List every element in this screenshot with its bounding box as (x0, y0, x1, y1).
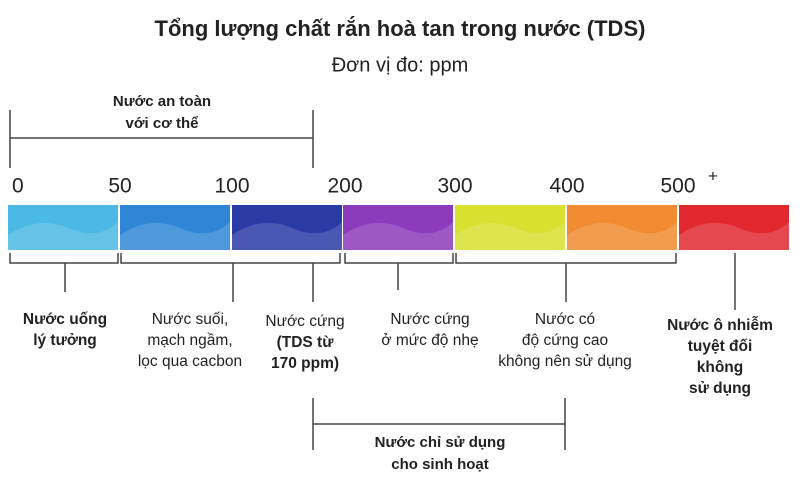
segment-fill (232, 205, 342, 250)
scale-label: 400 (549, 175, 584, 198)
segment-fill (343, 205, 453, 250)
color-segment (343, 205, 453, 250)
segment-wave (567, 222, 677, 250)
segment-wave (679, 222, 789, 250)
safe-label: với cơ thể (125, 115, 198, 132)
segment-fill (679, 205, 789, 250)
color-segment (8, 205, 118, 250)
group-label: Nước uống (23, 311, 107, 328)
scale-label: 100 (214, 175, 249, 198)
group-label: Nước ô nhiễm (667, 317, 773, 334)
segment-fill (567, 205, 677, 250)
group-label: độ cứng cao (522, 332, 608, 349)
group-label: sử dụng (689, 380, 751, 397)
subtitle: Đơn vị đo: ppm (332, 54, 469, 76)
group-label: không (697, 359, 744, 376)
group-label: Nước suối, (152, 311, 229, 328)
group-label: lý tưởng (33, 332, 97, 349)
bracket (344, 253, 454, 290)
segment-fill (120, 205, 230, 250)
segment-wave (8, 222, 118, 250)
segment-fill (455, 205, 565, 250)
group-label: ở mức độ nhẹ (381, 332, 478, 349)
scale-label: 500 (660, 175, 695, 198)
bracket (455, 253, 677, 302)
safe-label: Nước an toàn (113, 93, 211, 110)
group-label: Nước cứng (390, 311, 469, 328)
segment-wave (232, 222, 342, 250)
scale-label: 0 (12, 175, 24, 198)
segment-wave (120, 222, 230, 250)
bracket (9, 253, 119, 292)
household-bracket (312, 398, 566, 450)
bracket (120, 253, 341, 302)
segment-wave (455, 222, 565, 250)
scale-sup: + (708, 166, 718, 185)
group-label: mạch ngầm, (147, 332, 232, 349)
household-label: Nước chỉ sử dụng (375, 434, 506, 451)
group-label: (TDS từ (277, 334, 335, 351)
safe-bracket (9, 110, 314, 168)
scale-label: 300 (437, 175, 472, 198)
color-segment (679, 205, 789, 250)
color-segment (232, 205, 342, 250)
segment-wave (343, 222, 453, 250)
segment-fill (8, 205, 118, 250)
color-segment (567, 205, 677, 250)
household-label: cho sinh hoạt (391, 456, 489, 473)
group-label: 170 ppm) (271, 355, 339, 372)
group-label: tuyệt đối (688, 338, 753, 355)
color-segment (120, 205, 230, 250)
color-segment (455, 205, 565, 250)
scale-label: 200 (327, 175, 362, 198)
scale-label: 50 (108, 175, 131, 198)
group-label: Nước cứng (265, 313, 344, 330)
group-label: lọc qua cacbon (138, 353, 242, 370)
group-label: không nên sử dụng (498, 353, 632, 370)
title: Tổng lượng chất rắn hoà tan trong nước (… (155, 16, 646, 41)
group-label: Nước có (535, 311, 595, 328)
